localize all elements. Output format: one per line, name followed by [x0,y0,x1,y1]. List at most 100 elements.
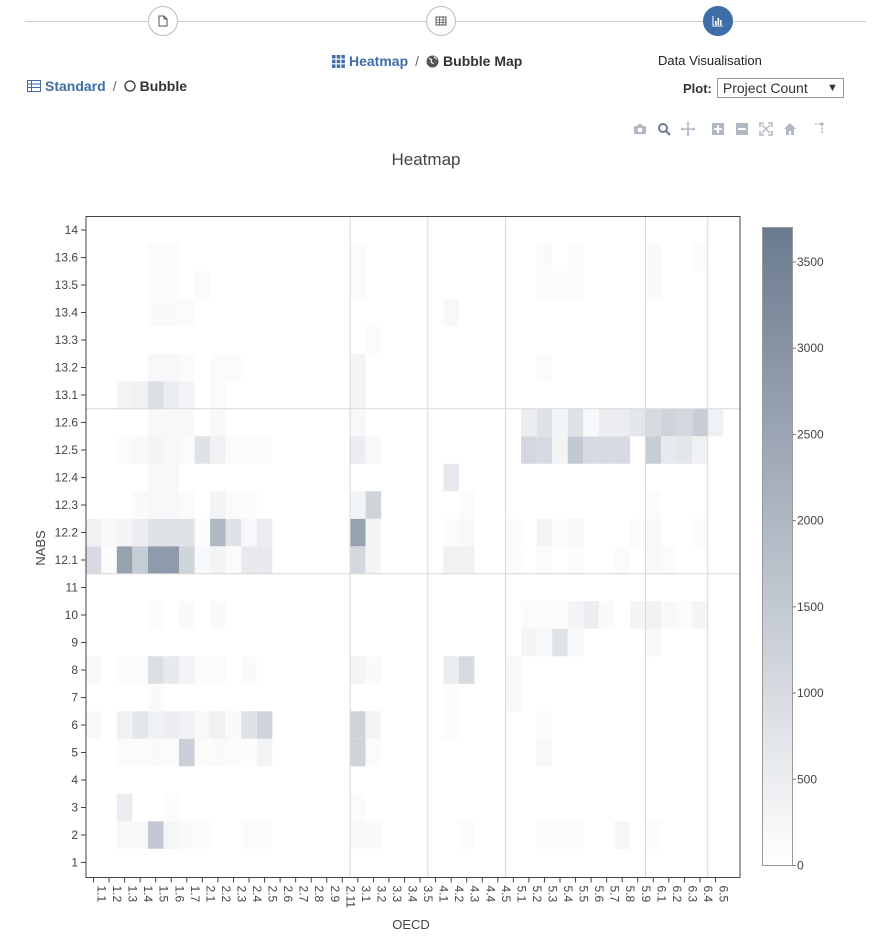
home-icon[interactable] [780,120,800,138]
x-tick-label: 5.5 [577,886,591,903]
heatmap-cell [225,546,242,574]
heatmap-cell [692,601,708,629]
x-tick-label: 4.4 [483,886,497,903]
heatmap-cell [536,436,553,464]
heatmap-cell [505,683,522,712]
x-tick-label: 1.4 [141,886,155,903]
heatmap-cell [147,683,164,712]
bubble-map-link[interactable]: Bubble Map [443,53,523,69]
heatmap-cell [583,601,599,629]
x-tick-label: 2.4 [250,886,264,903]
heatmap-cell [147,491,164,519]
standard-link[interactable]: Standard [45,78,106,94]
heatmap-cell [210,601,226,629]
heatmap-cell [147,518,164,547]
heatmap-cell [443,463,459,492]
heatmap-link[interactable]: Heatmap [349,53,409,69]
heatmap-cell [163,518,180,547]
heatmap-cell [210,711,226,739]
heatmap-cell [241,436,257,464]
y-tick-label: 13.2 [55,361,79,375]
plot-label: Plot: [683,80,712,96]
heatmap-cell [552,271,568,299]
pan-icon[interactable] [678,120,698,138]
x-tick-label: 2.6 [281,886,295,903]
zoom-out-icon[interactable] [732,120,752,138]
heatmap-cell [661,436,677,464]
x-tick-label: 2.1 [203,886,217,903]
heatmap-cell [661,546,677,574]
heatmap-cell [676,408,693,437]
bubble-link[interactable]: Bubble [139,78,188,94]
y-tick-label: 10 [65,608,79,622]
zoom-icon[interactable] [654,120,674,138]
y-tick-label: 12.1 [55,553,79,567]
spike-icon[interactable] [810,120,830,138]
heatmap-cell [536,628,553,657]
heatmap-cell [256,738,273,767]
autoscale-icon[interactable] [756,120,776,138]
heatmap-cell [132,436,148,464]
heatmap-cell [645,821,662,849]
plot-selector-row: Plot: Project Count ▼ [683,78,844,98]
heatmap-cell [194,656,211,684]
heatmap-cell [210,436,226,464]
heatmap-cell [179,546,195,574]
colorbar-ticks: 0 500 1000 1500 2000 2500 3000 3500 [792,255,824,873]
y-tick-label: 14 [65,223,79,237]
heatmap-cell [163,656,180,684]
heatmap-cell [116,821,133,849]
step-table[interactable] [426,6,456,36]
x-tick-label: 3.5 [421,886,435,903]
heatmap-cell [163,408,180,437]
table-icon [435,16,447,26]
heatmap-cell [132,656,148,684]
heatmap-cell [583,436,599,464]
y-tick-label: 12.2 [55,526,79,540]
heatmap-cell [645,546,662,574]
heatmap-cell [458,491,475,519]
camera-icon[interactable] [630,120,650,138]
heatmap-cell [567,821,584,849]
zoom-in-icon[interactable] [708,120,728,138]
heatmap-cell [692,436,708,464]
heatmap-cell [661,601,677,629]
step-document[interactable] [148,6,178,36]
heatmap-cell [241,518,257,547]
x-tick-label: 5.4 [561,886,575,903]
step-visualisation[interactable] [703,6,733,36]
x-tick-label: 6.4 [701,886,715,903]
heatmap-cell [256,546,273,574]
heatmap-cell [692,243,708,272]
heatmap-cell [350,738,366,767]
heatmap-cell [132,821,148,849]
x-tick-label: 1.2 [110,886,124,903]
view-toggle: Heatmap / Bubble Map [332,53,522,69]
x-tick-label: 4.1 [437,886,451,903]
heatmap-cell [645,601,662,629]
heatmap-cell [210,546,226,574]
heatmap-cell [163,298,180,327]
plot-select[interactable]: Project Count ▼ [716,78,844,98]
heatmap-cell [147,463,164,492]
heatmap-cell [350,271,366,299]
x-tick-label: 1.6 [172,886,186,903]
y-tick-label: 12.3 [55,498,79,512]
x-tick-label: 1.3 [126,886,140,903]
heatmap-cell [567,271,584,299]
heatmap-cell [225,491,242,519]
heatmap-cell [350,408,366,437]
heatmap-cell [132,711,148,739]
heatmap-cell [365,546,382,574]
x-tick-label: 6.5 [717,886,731,903]
x-tick-label: 2.8 [312,886,326,903]
heatmap-cell [365,436,382,464]
x-tick-label: 4.5 [499,886,513,903]
heatmap-cell [458,518,475,547]
heatmap-cell [210,738,226,767]
heatmap-cell [225,738,242,767]
heatmap-cell [179,518,195,547]
heatmap-cell [241,738,257,767]
heatmap-cell [505,546,522,574]
